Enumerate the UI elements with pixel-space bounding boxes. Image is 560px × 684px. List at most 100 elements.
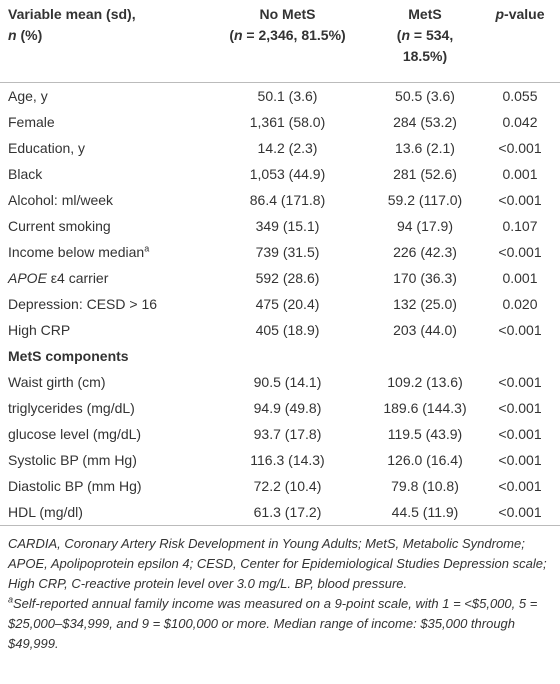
row-label: Current smoking (0, 213, 205, 239)
label-text: Alcohol: ml/week (8, 191, 114, 208)
table-body: Age, y 50.1 (3.6) 50.5 (3.6) 0.055 Female 1,3… (0, 82, 560, 526)
cell: 1,361 (58.0) (249, 113, 326, 130)
row-label: Depression: CESD > 16 (0, 291, 205, 317)
row-label: Black (0, 161, 205, 187)
cell: <0.001 (498, 477, 542, 494)
footnote-text: CARDIA, Coronary Artery Risk Development… (8, 535, 547, 591)
cell: <0.001 (498, 243, 542, 260)
cell: 79.8 (10.8) (391, 477, 459, 494)
header-text: n (8, 27, 17, 43)
header-text: = 2,346, 81.5%) (242, 27, 346, 43)
table-row: Current smoking 349 (15.1) 94 (17.9) 0.107 (0, 213, 560, 239)
label-text: triglycerides (mg/dL) (8, 399, 135, 416)
row-label: triglycerides (mg/dL) (0, 395, 205, 421)
header-cell: MetS (n = 534, 18.5%) (370, 0, 480, 83)
row-label: Waist girth (cm) (0, 369, 205, 395)
footnote-text: Self-reported annual family income was m… (8, 595, 538, 651)
label-text: Depression: CESD > 16 (8, 295, 158, 312)
table-row: HDL (mg/dl) 61.3 (17.2) 44.5 (11.9) <0.001 (0, 498, 560, 526)
table-row: Black 1,053 (44.9) 281 (52.6) 0.001 (0, 161, 560, 187)
row-label: HDL (mg/dl) (0, 498, 205, 526)
table-row: Waist girth (cm) 90.5 (14.1) 109.2 (13.6) <… (0, 369, 560, 395)
cell: 93.7 (17.8) (253, 425, 322, 442)
cell: 203 (44.0) (393, 321, 457, 338)
cell: 94.9 (49.8) (253, 399, 322, 416)
table-row: Systolic BP (mm Hg) 116.3 (14.3) 126.0 (16… (0, 447, 560, 473)
header-text: MetS (408, 6, 442, 22)
table-row: Diastolic BP (mm Hg) 72.2 (10.4) 79.8 (10.… (0, 473, 560, 499)
header-cell: Variable mean (sd), n (%) (0, 0, 205, 83)
cell: 592 (28.6) (255, 269, 320, 286)
cell: 72.2 (10.4) (253, 477, 322, 494)
footnote: aSelf-reported annual family income was … (8, 594, 552, 654)
cell: 405 (18.9) (255, 321, 320, 338)
cell: 86.4 (171.8) (249, 191, 326, 208)
cell: <0.001 (498, 399, 542, 416)
cell: 126.0 (16.4) (387, 451, 463, 468)
cell: 59.2 (117.0) (387, 191, 463, 208)
header-text: No MetS (259, 6, 316, 22)
footnote-marker: a (144, 242, 150, 253)
table-row: Depression: CESD > 16 475 (20.4) 132 (25.0… (0, 291, 560, 317)
section-label: MetS components (8, 347, 129, 364)
cell: <0.001 (498, 139, 542, 156)
footnote: CARDIA, Coronary Artery Risk Development… (8, 534, 552, 594)
cell: 13.6 (2.1) (395, 139, 455, 156)
cell: <0.001 (480, 498, 560, 526)
row-label: APOE ε4 carrier (0, 265, 205, 291)
cell: 189.6 (144.3) (383, 399, 467, 416)
header-text: (%) (16, 27, 43, 43)
footnote-marker: a (8, 594, 14, 605)
table-row: Alcohol: ml/week 86.4 (171.8) 59.2 (117.0)… (0, 187, 560, 213)
cell: 14.2 (2.3) (257, 139, 318, 156)
table-row: MetS components (0, 343, 560, 369)
cell: 0.107 (502, 217, 538, 234)
table-row: triglycerides (mg/dL) 94.9 (49.8) 189.6 (1… (0, 395, 560, 421)
row-label: glucose level (mg/dL) (0, 421, 205, 447)
table-row: glucose level (mg/dL) 93.7 (17.8) 119.5 (4… (0, 421, 560, 447)
cell: 0.055 (502, 87, 538, 104)
data-table: Variable mean (sd), n (%) No MetS (n = 2,3… (0, 0, 560, 526)
cell: 132 (25.0) (393, 295, 457, 312)
cell: <0.001 (498, 425, 542, 442)
row-label: High CRP (0, 317, 205, 343)
label-text: ε4 carrier (46, 269, 109, 286)
cell: <0.001 (498, 191, 542, 208)
cell: <0.001 (498, 451, 542, 468)
row-label: Age, y (0, 82, 205, 109)
row-label: Alcohol: ml/week (0, 187, 205, 213)
label-text: Systolic BP (mm Hg) (8, 451, 137, 468)
cell: 349 (15.1) (255, 217, 320, 234)
cell: 0.020 (502, 295, 538, 312)
header-text: = 534, (410, 27, 454, 43)
cell: 281 (52.6) (393, 165, 457, 182)
cell: <0.001 (498, 321, 542, 338)
label-text: Diastolic BP (mm Hg) (8, 477, 142, 494)
label-text: Black (8, 165, 43, 182)
cell: 90.5 (14.1) (253, 373, 322, 390)
cell: 739 (31.5) (255, 243, 320, 260)
label-text: Age, y (8, 87, 48, 104)
cell: 44.5 (11.9) (370, 498, 480, 526)
header-cell: p-value (480, 0, 560, 83)
footnotes: CARDIA, Coronary Artery Risk Development… (0, 526, 560, 654)
cell: 116.3 (14.3) (250, 451, 325, 468)
cell: 284 (53.2) (393, 113, 457, 130)
label-text: Current smoking (8, 217, 111, 234)
header-text: -value (504, 6, 545, 22)
row-label: Female (0, 109, 205, 135)
table-row: Age, y 50.1 (3.6) 50.5 (3.6) 0.055 (0, 82, 560, 109)
header-cell: No MetS (n = 2,346, 81.5%) (205, 0, 370, 83)
label-text: Waist girth (cm) (8, 373, 106, 390)
header-row: Variable mean (sd), n (%) No MetS (n = 2,3… (0, 0, 560, 83)
header-text: Variable mean (sd), (8, 6, 136, 22)
cell: <0.001 (498, 373, 542, 390)
row-label: Systolic BP (mm Hg) (0, 447, 205, 473)
label-italic: APOE (8, 269, 47, 286)
table-row: Education, y 14.2 (2.3) 13.6 (2.1) <0.001 (0, 135, 560, 161)
cell: 0.001 (502, 269, 538, 286)
row-label: Diastolic BP (mm Hg) (0, 473, 205, 499)
cell: 226 (42.3) (393, 243, 457, 260)
cell: 119.5 (43.9) (387, 425, 463, 442)
